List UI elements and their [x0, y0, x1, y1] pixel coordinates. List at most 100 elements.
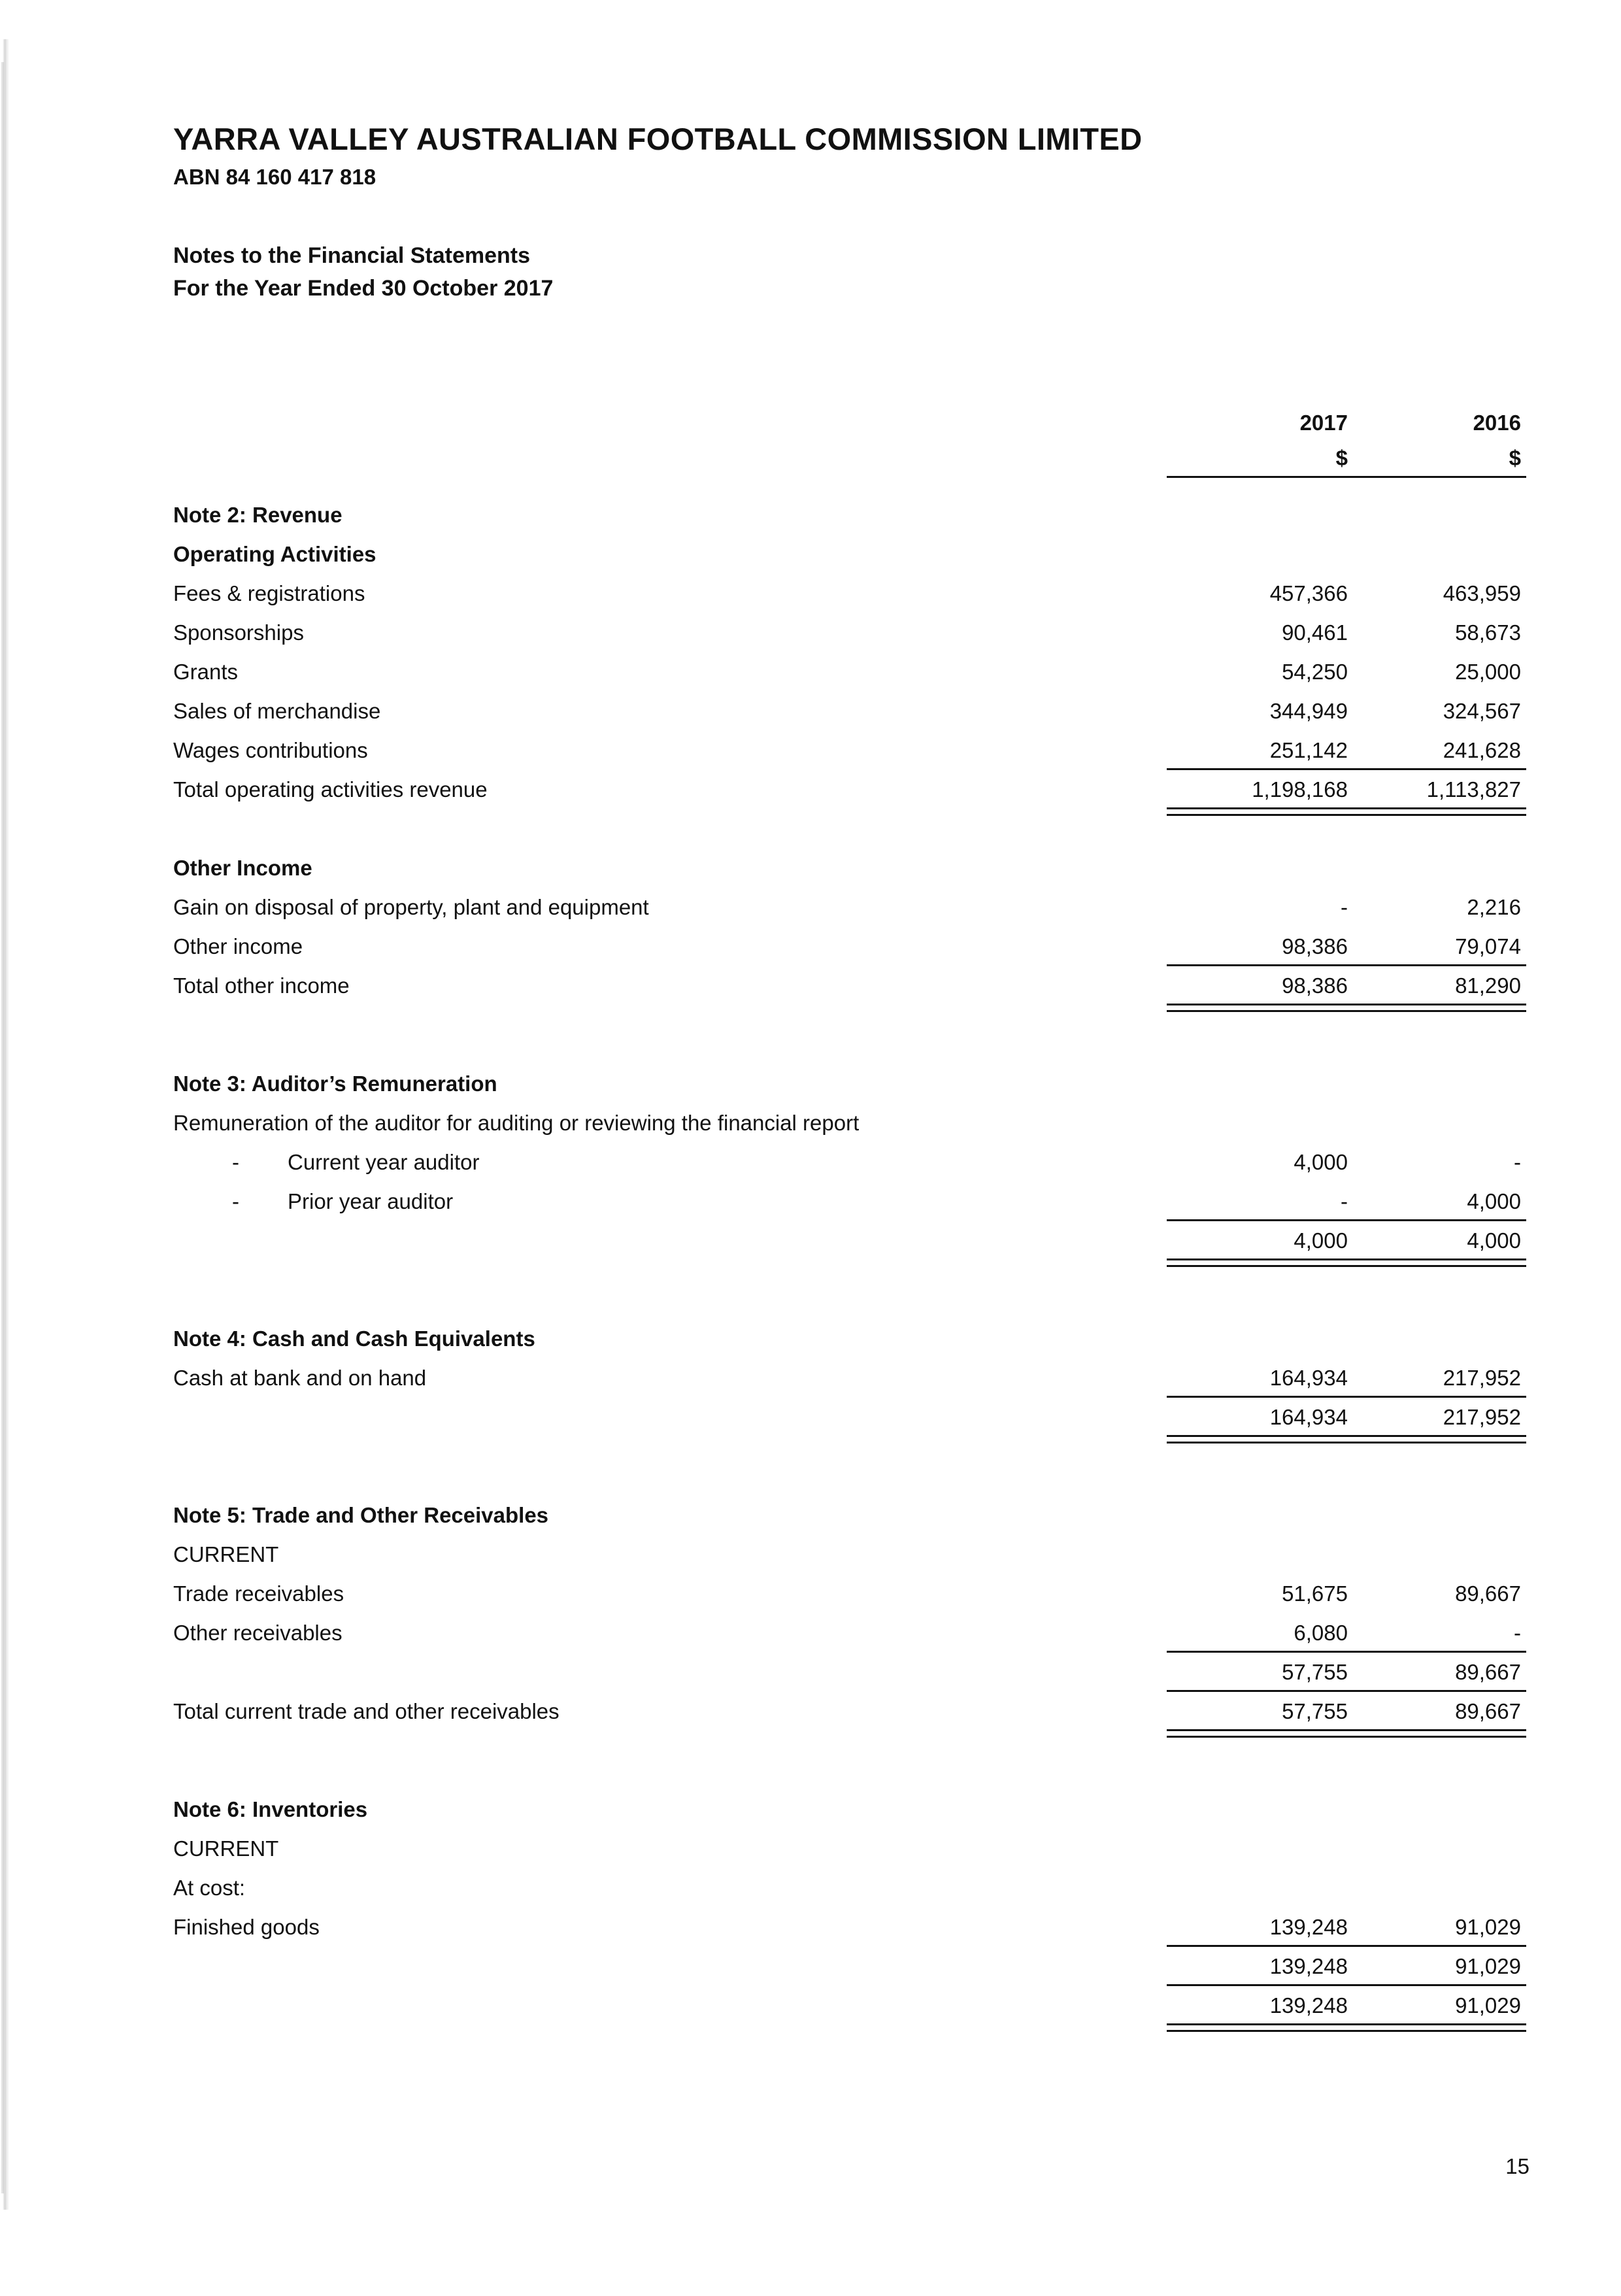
row-value-2017: 139,248: [1269, 1954, 1348, 1978]
row-label: Total operating activities revenue: [173, 777, 488, 802]
statement-period: For the Year Ended 30 October 2017: [173, 276, 554, 301]
row-value-2016: 4,000: [1467, 1228, 1521, 1253]
row-value-2017: 57,755: [1282, 1660, 1348, 1684]
table-row: Sponsorships 90,461 58,673: [173, 613, 1529, 652]
table-row: - Current year auditor 4,000 -: [173, 1143, 1529, 1182]
note2-subheading-operating: Operating Activities: [173, 542, 376, 566]
row-value-2017: 457,366: [1269, 581, 1348, 605]
row-label: Cash at bank and on hand: [173, 1366, 427, 1390]
subtotal-rule: [1167, 1219, 1526, 1221]
note2-subheading-other-row: Other Income: [173, 849, 1529, 888]
note5-total-row: Total current trade and other receivable…: [173, 1692, 1529, 1738]
row-value-2017: 57,755: [1282, 1699, 1348, 1723]
note5-subtotal-row: 57,755 89,667: [173, 1653, 1529, 1692]
total-rule-double: [1167, 1729, 1526, 1738]
column-header-2017: 2017: [1299, 411, 1348, 435]
note6-heading: Note 6: Inventories: [173, 1797, 368, 1821]
notes-table: 2017 2016 $ $ Note 2: Revenue Operating …: [173, 405, 1529, 2032]
company-abn: ABN 84 160 417 818: [173, 165, 376, 189]
currency-symbol-2016: $: [1509, 446, 1521, 470]
total-rule-double: [1167, 1258, 1526, 1267]
row-label: Total current trade and other receivable…: [173, 1699, 560, 1723]
row-value-2017: 98,386: [1282, 973, 1348, 998]
row-value-2016: 25,000: [1455, 660, 1521, 684]
note3-description: Remuneration of the auditor for auditing…: [173, 1111, 860, 1135]
row-value-2017: -: [1341, 1189, 1348, 1213]
row-value-2017: 139,248: [1269, 1993, 1348, 2017]
row-value-2016: 324,567: [1443, 699, 1521, 723]
note6-at-cost-label: At cost:: [173, 1876, 246, 1900]
scan-edge-artifact: [3, 39, 9, 2210]
row-label: Sponsorships: [173, 620, 304, 645]
table-row: Cash at bank and on hand 164,934 217,952: [173, 1359, 1529, 1398]
row-value-2017: 4,000: [1294, 1150, 1348, 1174]
subtotal-rule: [1167, 964, 1526, 966]
column-header-years: 2017 2016: [173, 405, 1529, 441]
row-value-2016: 89,667: [1455, 1699, 1521, 1723]
note4-total-row: 164,934 217,952: [173, 1398, 1529, 1443]
currency-symbol-2017: $: [1335, 446, 1348, 470]
subtotal-rule: [1167, 1651, 1526, 1653]
note3-total-row: 4,000 4,000: [173, 1221, 1529, 1267]
row-label: Trade receivables: [173, 1581, 344, 1606]
row-value-2016: 81,290: [1455, 973, 1521, 998]
column-header-currency: $ $: [173, 441, 1529, 478]
row-value-2016: 91,029: [1455, 1954, 1521, 1978]
note3-heading: Note 3: Auditor’s Remuneration: [173, 1072, 497, 1096]
spacer: [173, 1260, 1529, 1319]
row-value-2016: -: [1514, 1621, 1521, 1645]
table-row: Gain on disposal of property, plant and …: [173, 888, 1529, 927]
row-label: Fees & registrations: [173, 581, 365, 605]
table-row: Other receivables 6,080 -: [173, 1613, 1529, 1653]
row-label: Grants: [173, 660, 239, 684]
row-value-2017: 164,934: [1269, 1405, 1348, 1429]
note5-heading-row: Note 5: Trade and Other Receivables: [173, 1496, 1529, 1535]
row-label: Other income: [173, 934, 303, 958]
row-label: Wages contributions: [173, 738, 368, 762]
note2-other-total-row: Total other income 98,386 81,290: [173, 966, 1529, 1012]
spacer: [173, 1731, 1529, 1790]
row-value-2017: 6,080: [1294, 1621, 1348, 1645]
table-row: Finished goods 139,248 91,029: [173, 1908, 1529, 1947]
total-rule-double: [1167, 1004, 1526, 1012]
spacer: [173, 1005, 1529, 1064]
note5-heading: Note 5: Trade and Other Receivables: [173, 1503, 549, 1527]
note3-description-row: Remuneration of the auditor for auditing…: [173, 1104, 1529, 1143]
note6-subtotal-row: 139,248 91,029: [173, 1947, 1529, 1986]
note5-current-label: CURRENT: [173, 1542, 279, 1566]
column-header-2016: 2016: [1473, 411, 1521, 435]
row-value-2016: 79,074: [1455, 934, 1521, 958]
row-label: Sales of merchandise: [173, 699, 381, 723]
subtotal-rule: [1167, 1945, 1526, 1947]
note2-heading: Note 2: Revenue: [173, 503, 343, 527]
dash-bullet-icon: -: [232, 1150, 239, 1174]
row-value-2016: 241,628: [1443, 738, 1521, 762]
row-value-2017: 139,248: [1269, 1915, 1348, 1939]
row-value-2016: 89,667: [1455, 1660, 1521, 1684]
table-row: Wages contributions 251,142 241,628: [173, 731, 1529, 770]
spacer: [173, 1437, 1529, 1496]
note6-atcost-row: At cost:: [173, 1868, 1529, 1908]
page-number: 15: [1505, 2154, 1529, 2178]
note2-total-row: Total operating activities revenue 1,198…: [173, 770, 1529, 816]
statement-title: Notes to the Financial Statements: [173, 243, 530, 268]
row-value-2017: 4,000: [1294, 1228, 1348, 1253]
company-name: YARRA VALLEY AUSTRALIAN FOOTBALL COMMISS…: [173, 122, 1143, 156]
row-value-2016: 91,029: [1455, 1993, 1521, 2017]
row-value-2016: 89,667: [1455, 1581, 1521, 1606]
table-row: - Prior year auditor - 4,000: [173, 1182, 1529, 1221]
subtotal-rule: [1167, 768, 1526, 770]
row-value-2016: 1,113,827: [1426, 777, 1521, 802]
subtotal-rule: [1167, 1690, 1526, 1692]
row-value-2016: 217,952: [1443, 1366, 1521, 1390]
table-row: Fees & registrations 457,366 463,959: [173, 574, 1529, 613]
total-rule-double: [1167, 807, 1526, 816]
row-value-2017: 1,198,168: [1252, 777, 1348, 802]
note4-heading: Note 4: Cash and Cash Equivalents: [173, 1326, 535, 1351]
header-rule: [1167, 476, 1526, 478]
row-label: Current year auditor: [288, 1150, 480, 1174]
note2-subheading-operating-row: Operating Activities: [173, 535, 1529, 574]
note5-current-row: CURRENT: [173, 1535, 1529, 1574]
table-row: Sales of merchandise 344,949 324,567: [173, 692, 1529, 731]
row-value-2017: 54,250: [1282, 660, 1348, 684]
